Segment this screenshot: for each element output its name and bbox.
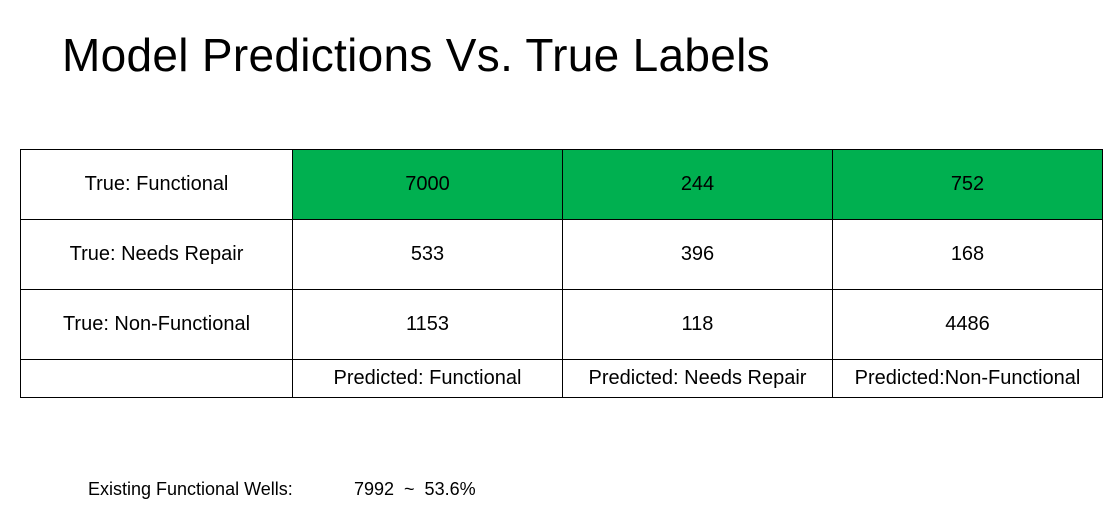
row-label: True: Non-Functional	[20, 289, 293, 360]
matrix-cell: 118	[562, 289, 833, 360]
matrix-cell: 168	[832, 219, 1103, 290]
matrix-corner-cell	[20, 359, 293, 398]
column-label-predicted-needs-repair: Predicted: Needs Repair	[562, 359, 833, 398]
column-label-predicted-non-functional: Predicted:Non-Functional	[832, 359, 1103, 398]
matrix-cell: 752	[832, 149, 1103, 220]
confusion-matrix-table: True: Functional 7000 244 752 True: Need…	[20, 149, 1103, 398]
matrix-row-true-needs-repair: True: Needs Repair 533 396 168	[20, 219, 1103, 290]
matrix-cell: 7000	[292, 149, 563, 220]
row-label: True: Functional	[20, 149, 293, 220]
matrix-cell: 244	[562, 149, 833, 220]
matrix-cell: 396	[562, 219, 833, 290]
page-title: Model Predictions Vs. True Labels	[62, 29, 770, 81]
footer-value: 7992 ~ 53.6%	[354, 479, 476, 499]
footer-label: Existing Functional Wells:	[88, 479, 293, 499]
column-label-predicted-functional: Predicted: Functional	[292, 359, 563, 398]
matrix-row-true-non-functional: True: Non-Functional 1153 118 4486	[20, 289, 1103, 360]
matrix-cell: 4486	[832, 289, 1103, 360]
row-label: True: Needs Repair	[20, 219, 293, 290]
footer-summary: Existing Functional Wells: 7992 ~ 53.6%	[88, 479, 476, 500]
matrix-column-labels-row: Predicted: Functional Predicted: Needs R…	[20, 359, 1103, 398]
matrix-cell: 1153	[292, 289, 563, 360]
matrix-cell: 533	[292, 219, 563, 290]
matrix-row-true-functional: True: Functional 7000 244 752	[20, 149, 1103, 220]
